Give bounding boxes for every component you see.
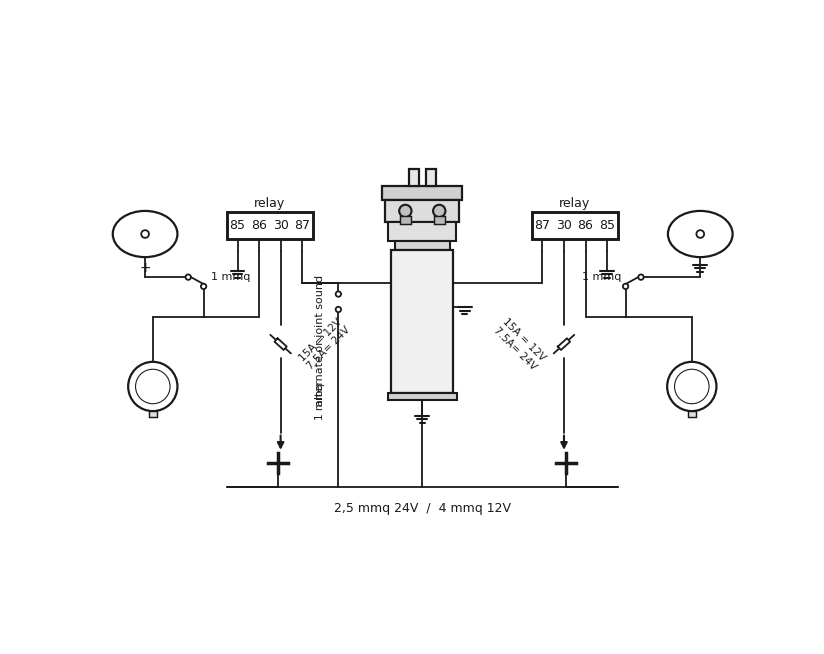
Circle shape: [639, 275, 644, 280]
Polygon shape: [558, 338, 570, 350]
Circle shape: [335, 292, 341, 297]
Bar: [395, 241, 450, 250]
Text: +: +: [139, 261, 151, 275]
Circle shape: [141, 230, 149, 238]
Text: 86: 86: [251, 219, 267, 232]
Bar: [149, 411, 157, 417]
Bar: [391, 250, 453, 392]
Ellipse shape: [668, 211, 733, 257]
Circle shape: [335, 307, 341, 312]
Text: 30: 30: [556, 219, 572, 232]
Circle shape: [433, 205, 446, 217]
Text: 15A = 12V
7.5A= 24V: 15A = 12V 7.5A= 24V: [492, 317, 547, 371]
Text: 2,5 mmq 24V  /  4 mmq 12V: 2,5 mmq 24V / 4 mmq 12V: [334, 502, 511, 515]
Circle shape: [129, 362, 177, 411]
Text: relay: relay: [255, 198, 285, 211]
Text: alternate or joint sound: alternate or joint sound: [315, 275, 325, 406]
Bar: [400, 216, 410, 224]
Circle shape: [201, 284, 206, 289]
Bar: [531, 212, 618, 239]
Bar: [434, 216, 445, 224]
Circle shape: [399, 205, 411, 217]
Ellipse shape: [113, 211, 177, 257]
Bar: [388, 222, 456, 241]
Text: 1 mmq: 1 mmq: [211, 272, 250, 282]
Circle shape: [623, 284, 628, 289]
Bar: [227, 212, 313, 239]
Bar: [386, 200, 459, 222]
Text: 87: 87: [294, 219, 310, 232]
Bar: [387, 392, 457, 400]
Bar: [426, 169, 436, 186]
Bar: [688, 411, 695, 417]
Polygon shape: [274, 338, 287, 350]
Text: relay: relay: [559, 198, 590, 211]
Circle shape: [696, 230, 705, 238]
Text: 1 mmq: 1 mmq: [582, 272, 621, 282]
Text: 87: 87: [535, 219, 550, 232]
Text: 85: 85: [230, 219, 246, 232]
Text: 30: 30: [273, 219, 288, 232]
Circle shape: [185, 275, 191, 280]
Text: 1 mmq: 1 mmq: [315, 383, 325, 421]
Circle shape: [667, 362, 716, 411]
Text: 86: 86: [578, 219, 593, 232]
Bar: [382, 186, 462, 200]
Text: 15A = 12V
7.5A= 24V: 15A = 12V 7.5A= 24V: [297, 317, 353, 371]
Bar: [410, 169, 419, 186]
Text: 85: 85: [599, 219, 615, 232]
